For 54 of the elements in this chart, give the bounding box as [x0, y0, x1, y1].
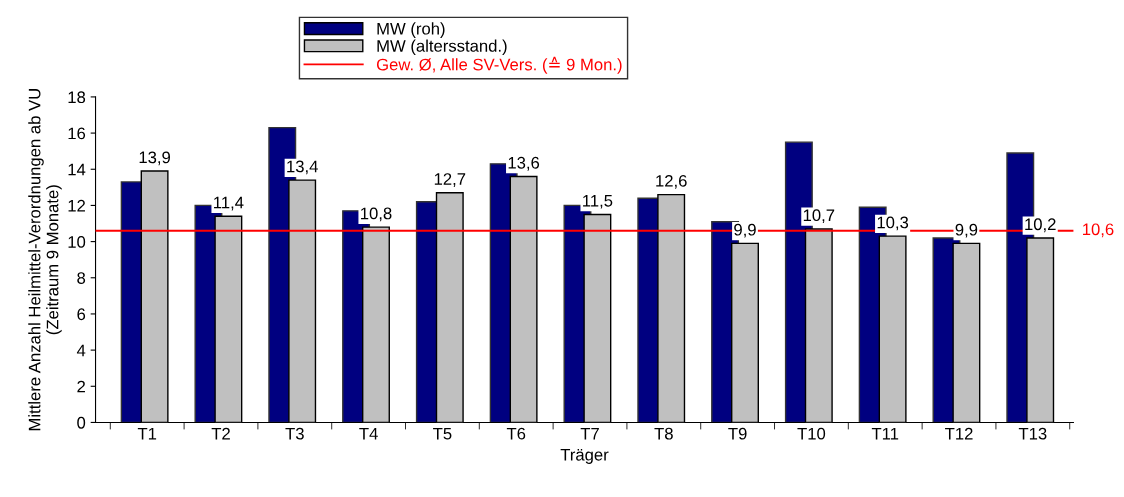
bar [288, 179, 317, 423]
bar [731, 242, 759, 423]
x-tick-label: T5 [433, 427, 452, 440]
data-label: 12,7 [434, 173, 466, 187]
data-label: 10,2 [1025, 218, 1056, 233]
legend-label: MW (altersstand.) [377, 39, 507, 56]
data-label: 9,9 [734, 223, 756, 238]
data-label: 10,8 [361, 207, 392, 222]
x-tick-label: T12 [945, 427, 973, 440]
data-label: 11,4 [214, 196, 244, 211]
bar [362, 226, 390, 423]
bar [1026, 237, 1055, 423]
y-tick-label: 16 [68, 127, 86, 140]
data-label: 9,9 [955, 223, 978, 238]
x-tick-label: T10 [797, 427, 826, 440]
data-label: 11,5 [583, 195, 613, 209]
legend-label: Gew. Ø, Alle SV-Vers. (≙ 9 Mon.) [376, 56, 622, 74]
x-tick-label: T11 [871, 427, 899, 440]
text: 10,6 [1083, 223, 1114, 238]
x-tick-label: T3 [285, 427, 304, 440]
y-tick-label: 4 [76, 344, 86, 357]
y-tick-label: 6 [77, 308, 86, 321]
y-tick-label: 0 [77, 416, 86, 429]
data-label: 10,3 [877, 216, 909, 231]
x-tick-label: T2 [211, 427, 230, 440]
y-tick-label: 18 [68, 91, 86, 104]
x-tick-label: T1 [137, 427, 157, 440]
data-label: 10,7 [803, 209, 835, 224]
data-label: 12,6 [656, 174, 687, 189]
data-label: 13,6 [508, 156, 540, 171]
x-axis-title: Träger [560, 449, 609, 464]
bar [878, 235, 907, 423]
bar [804, 228, 833, 423]
bar [509, 175, 538, 423]
bar [583, 213, 612, 423]
y-tick-label: 2 [77, 380, 85, 393]
bar [140, 170, 169, 423]
x-tick-label: T13 [1018, 427, 1047, 440]
y-tick-label: 12 [68, 199, 85, 212]
y-tick-label: 14 [68, 163, 86, 176]
x-tick-label: T8 [654, 427, 673, 440]
y-tick-label: 8 [77, 272, 86, 284]
legend-label: MW (roh) [377, 22, 445, 38]
y-tick-label: 10 [68, 236, 86, 248]
data-label: 13,9 [139, 151, 171, 166]
x-tick-label: T9 [728, 427, 747, 440]
bar [657, 193, 686, 423]
bar [214, 215, 243, 423]
x-tick-label: T6 [506, 427, 526, 440]
data-label: 13,4 [287, 160, 318, 175]
x-tick-label: T4 [359, 427, 378, 440]
x-tick-label: T7 [580, 427, 599, 440]
bar [435, 192, 464, 423]
y-axis-title: Mittlere Anzahl Heilmittel-Verordnungen ab VU (Zeitraum 9 Monate) [28, 89, 62, 431]
